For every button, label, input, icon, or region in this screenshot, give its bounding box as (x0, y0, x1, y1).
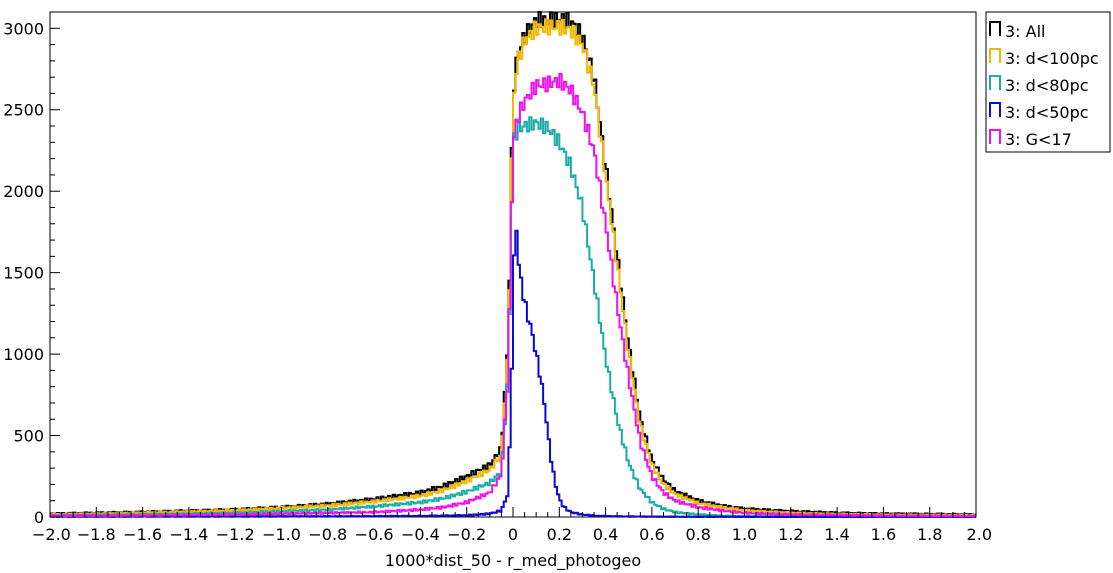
legend: 3: All 3: d<100pc 3: d<80pc 3: d<50pc 3: G<1… (985, 11, 1111, 153)
x-tick-label: 1.6 (871, 525, 896, 544)
x-tick-label: 0.8 (685, 525, 710, 544)
x-tick-label: 1.8 (917, 525, 942, 544)
legend-label-3: 3: d<50pc (1005, 103, 1089, 122)
x-tick-label: 1.4 (824, 525, 849, 544)
x-tick-label: −0.6 (355, 525, 394, 544)
legend-label-4: 3: G<17 (1005, 130, 1072, 149)
x-tick-label: 1.0 (732, 525, 757, 544)
x-tick-label: 2.0 (967, 525, 992, 544)
legend-label-1: 3: d<100pc (1005, 49, 1099, 68)
legend-label-0: 3: All (1005, 22, 1046, 41)
series-line-4 (50, 72, 976, 518)
x-tick-label: −1.0 (262, 525, 301, 544)
x-tick-label: −1.6 (123, 525, 162, 544)
legend-symbol-2 (989, 75, 1001, 90)
y-tick-label: 2000 (3, 182, 44, 201)
x-axis: −2.0 −1.8 −1.6 −1.4 −1.2 −1.0 −0.8 −0.6 −0.4 −0.2… (32, 507, 992, 544)
x-tick-label: 0.6 (639, 525, 664, 544)
x-tick-label: 0.4 (593, 525, 618, 544)
legend-symbol-0 (989, 21, 1001, 36)
x-tick-label: −1.4 (169, 525, 208, 544)
y-tick-label: 1000 (3, 345, 44, 364)
legend-symbol-1 (989, 48, 1001, 63)
x-axis-title: 1000*dist_50 - r_med_photogeo (385, 551, 641, 571)
series-layer (50, 11, 976, 518)
y-tick-label: 0 (34, 508, 44, 527)
x-tick-label: −0.4 (401, 525, 440, 544)
x-tick-label: −2.0 (32, 525, 71, 544)
x-tick-label: 0.2 (547, 525, 572, 544)
series-line-3 (50, 229, 976, 518)
x-tick-label: −0.2 (447, 525, 486, 544)
y-tick-label: 500 (13, 427, 44, 446)
x-tick-label: −0.8 (308, 525, 347, 544)
x-tick-label: 1.2 (778, 525, 803, 544)
legend-label-2: 3: d<80pc (1005, 76, 1089, 95)
y-axis: 0 500 1000 1500 2000 2500 3000 (3, 11, 60, 527)
y-tick-label: 1500 (3, 264, 44, 283)
y-tick-label: 3000 (3, 19, 44, 38)
x-tick-label: −1.8 (77, 525, 116, 544)
x-tick-label: −1.2 (216, 525, 255, 544)
legend-symbol-4 (989, 129, 1001, 144)
legend-symbol-3 (989, 102, 1001, 117)
y-tick-label: 2500 (3, 101, 44, 120)
x-tick-label: 0 (508, 525, 518, 544)
legend-box (985, 11, 1111, 153)
